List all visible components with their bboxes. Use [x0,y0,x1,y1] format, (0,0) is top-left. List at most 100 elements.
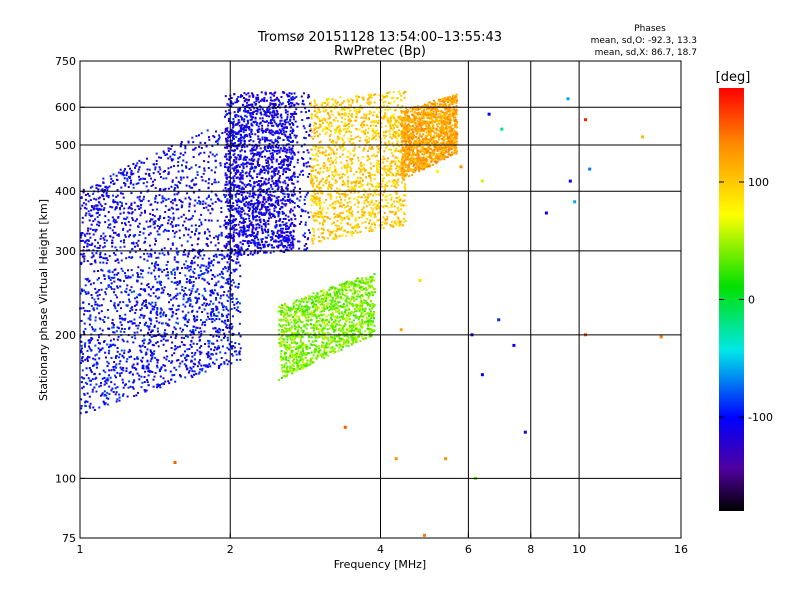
trace-point [209,312,212,315]
trace-point [268,145,271,148]
trace-point [253,193,255,196]
trace-point [102,191,105,194]
trace-point [273,110,276,113]
trace-point [392,127,395,129]
trace-point [275,199,278,202]
trace-point [276,152,279,155]
trace-point [190,166,193,169]
trace-point [93,309,96,312]
trace-point [265,208,268,211]
trace-point [304,195,307,198]
trace-point [119,208,122,211]
trace-point [113,280,116,283]
trace-point [288,169,291,171]
trace-point [143,323,146,326]
trace-point [156,313,159,316]
trace-point [233,350,236,353]
trace-point [101,377,104,380]
trace-point [256,241,259,244]
trace-point [189,299,192,301]
trace-point [91,242,94,245]
trace-point [123,177,126,180]
trace-point [171,224,174,227]
trace-point [235,156,238,159]
trace-point [236,123,239,126]
trace-point [267,193,270,196]
trace-point [395,192,398,195]
trace-point [271,130,274,133]
trace-point [91,328,94,331]
trace-point [231,332,234,335]
trace-point [235,218,237,221]
trace-point [241,117,243,120]
trace-point [307,211,310,214]
trace-point [158,166,161,169]
trace-point [209,151,212,154]
trace-point [237,198,240,201]
trace-point [284,228,287,231]
trace-point [109,339,112,342]
trace-point [165,339,168,342]
trace-point [202,207,205,209]
trace-point [269,158,272,161]
trace-point [155,256,158,259]
trace-point [211,342,213,345]
trace-point [307,175,310,178]
trace-point [181,288,184,291]
trace-point [275,109,278,112]
trace-point [390,196,393,199]
trace-point [285,176,288,179]
trace-point [129,320,131,323]
trace-point [99,349,102,352]
trace-point [292,144,294,147]
trace-point [80,407,83,410]
trace-point [254,120,257,123]
trace-point [215,235,218,238]
trace-point [157,385,160,388]
trace-point [93,270,96,273]
trace-point [150,336,153,338]
trace-point [170,336,173,339]
trace-point [256,110,259,113]
trace-point [403,96,406,99]
trace-point [154,266,157,269]
trace-point [108,223,111,226]
trace-point [236,211,239,214]
trace-point [235,186,238,189]
trace-point [111,239,114,242]
trace-point [258,155,261,158]
trace-point [130,320,133,323]
trace-point [304,137,307,140]
trace-point [132,363,135,366]
trace-point [292,130,294,132]
trace-point [83,246,85,249]
trace-point [347,137,350,140]
trace-point [395,211,397,214]
trace-point [159,315,162,318]
trace-point [263,251,266,254]
trace-point [289,133,292,136]
trace-point [82,360,85,363]
trace-point [145,303,147,306]
trace-point [398,167,401,169]
trace-point [160,248,163,251]
trace-point [131,308,134,311]
trace-point [104,215,107,218]
trace-point [224,335,226,338]
trace-point [301,157,303,160]
trace-point [158,189,161,192]
trace-point [226,270,229,273]
trace-point [280,227,282,230]
trace-point [258,164,261,166]
trace-point [174,199,177,202]
trace-point [79,362,82,364]
trace-point [225,222,228,225]
trace-point [259,191,262,194]
trace-point [176,346,179,349]
trace-point [237,223,240,226]
trace-point [188,304,191,307]
trace-point [395,121,397,124]
trace-point [178,282,181,285]
trace-point [126,340,129,343]
trace-point [198,165,201,168]
